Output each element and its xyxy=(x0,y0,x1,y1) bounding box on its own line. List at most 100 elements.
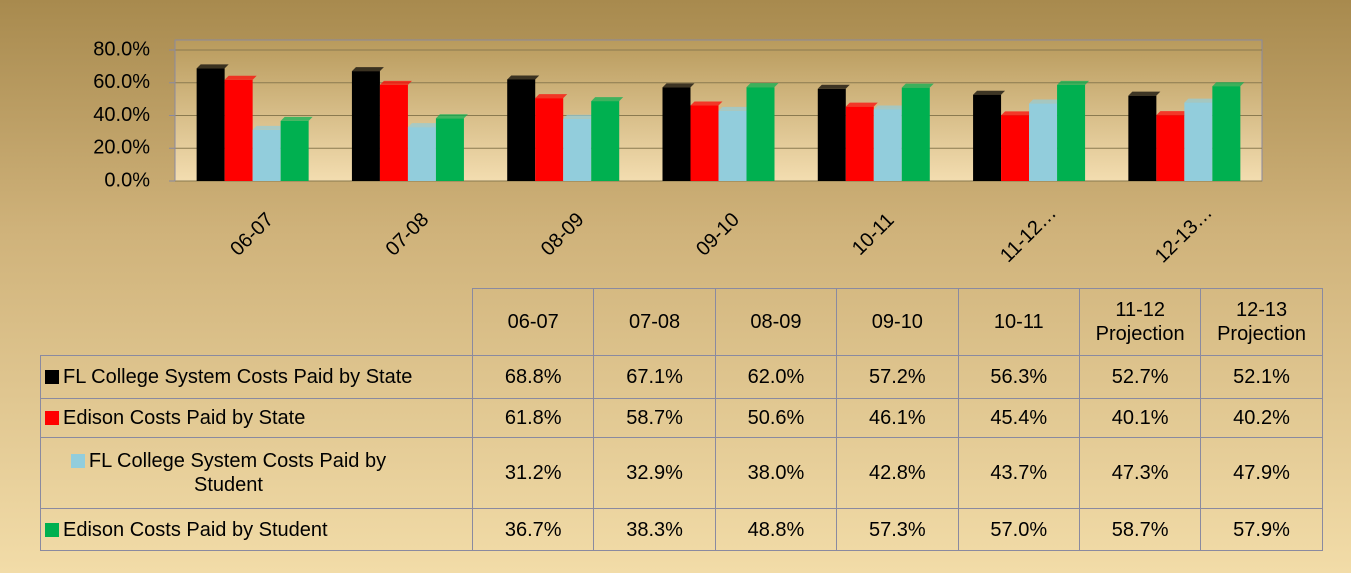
value-cell: 46.1% xyxy=(836,398,959,438)
bar xyxy=(591,101,620,181)
value-cell: 40.1% xyxy=(1078,398,1202,438)
bar xyxy=(1057,84,1086,181)
value-cell: 57.0% xyxy=(957,508,1080,551)
value-cell: 67.1% xyxy=(593,355,716,399)
value-cell: 61.8% xyxy=(471,398,595,438)
bar xyxy=(973,94,1002,181)
value-cell: 68.8% xyxy=(471,355,595,399)
bar-top xyxy=(196,64,229,69)
value-cell: 57.2% xyxy=(836,355,959,399)
bar xyxy=(1156,115,1185,181)
bar-top xyxy=(873,105,906,110)
bar-top xyxy=(1156,111,1189,116)
bar xyxy=(1212,86,1241,181)
bar xyxy=(435,118,464,181)
bar xyxy=(817,88,846,181)
bar xyxy=(662,87,691,181)
header-cell: 07-08 xyxy=(593,288,716,356)
value-cell: 62.0% xyxy=(714,355,838,399)
value-cell: 38.3% xyxy=(593,508,716,551)
bar-top xyxy=(973,90,1006,95)
bar-top xyxy=(718,106,751,111)
bar xyxy=(1029,103,1058,181)
bar-top xyxy=(535,94,568,99)
bar-top xyxy=(407,123,440,128)
header-cell: 09-10 xyxy=(836,288,959,356)
legend-label: FL College System Costs Paid by State xyxy=(63,366,413,388)
y-tick-label: 0.0% xyxy=(104,169,150,191)
bar xyxy=(280,120,309,181)
value-cell: 57.9% xyxy=(1200,508,1323,551)
bar xyxy=(690,105,719,181)
series-name-cell: FL College System Costs Paid by State xyxy=(40,355,473,399)
bar-top xyxy=(507,75,540,80)
bar-top xyxy=(252,125,285,130)
bar xyxy=(1001,115,1030,181)
x-tick-label: 09-10 xyxy=(692,209,744,261)
bar-top xyxy=(817,84,850,89)
legend-key xyxy=(45,522,59,537)
header-cell: 06-07 xyxy=(471,288,595,356)
header-cell: 10-11 xyxy=(957,288,1080,356)
x-tick-label: 08-09 xyxy=(537,209,589,261)
bar xyxy=(407,127,436,181)
header-row: 06-07 07-08 08-09 09-10 10-11 11-12 Projectio… xyxy=(41,288,1323,356)
x-tick-label: 10-11 xyxy=(848,209,899,260)
y-tick-label: 80.0% xyxy=(93,38,150,60)
value-cell: 48.8% xyxy=(714,508,838,551)
value-cell: 43.7% xyxy=(957,437,1080,509)
bar-top xyxy=(563,114,596,119)
value-cell: 52.1% xyxy=(1200,355,1323,399)
bar xyxy=(901,87,930,181)
series-name-cell: FL College System Costs Paid by Student xyxy=(40,437,473,509)
legend-label: Edison Costs Paid by State xyxy=(63,407,306,429)
legend-label: FL College System Costs Paid by Student xyxy=(88,450,387,496)
bar-top xyxy=(435,114,468,119)
legend-key xyxy=(45,411,59,425)
value-cell: 45.4% xyxy=(957,398,1080,438)
bar-top xyxy=(746,83,779,88)
header-cell: 11-12 Projection xyxy=(1078,288,1202,356)
bar-top xyxy=(690,101,723,106)
x-tick-label: 06-07 xyxy=(226,209,278,261)
blank-cell xyxy=(41,289,473,356)
bar xyxy=(1128,95,1157,181)
bar xyxy=(535,98,564,181)
series-name-cell: Edison Costs Paid by Student xyxy=(40,508,473,551)
value-cell: 36.7% xyxy=(471,508,595,551)
series-name-cell: Edison Costs Paid by State xyxy=(40,398,473,438)
value-cell: 58.7% xyxy=(1078,508,1202,551)
bar xyxy=(746,87,775,181)
bar xyxy=(845,106,874,181)
header-cell: 12-13 Projection xyxy=(1200,288,1323,356)
header-cell: 08-09 xyxy=(714,288,838,356)
bar-top xyxy=(280,116,313,121)
bar-top xyxy=(224,75,257,80)
bar-top xyxy=(1212,82,1245,87)
bar xyxy=(252,129,281,181)
bar-top xyxy=(662,83,695,88)
bar-top xyxy=(1128,91,1161,96)
bar-top xyxy=(845,102,878,107)
x-tick-label: 12-13… xyxy=(1151,202,1217,268)
value-cell: 47.3% xyxy=(1078,437,1202,509)
value-cell: 58.7% xyxy=(593,398,716,438)
data-table: 06-07 07-08 08-09 09-10 10-11 11-12 Projectio… xyxy=(40,288,1323,551)
value-cell: 32.9% xyxy=(593,437,716,509)
bar xyxy=(224,79,253,181)
bar xyxy=(1184,102,1213,181)
x-tick-label: 11-12… xyxy=(996,202,1061,267)
bar-top xyxy=(591,97,624,102)
value-cell: 42.8% xyxy=(836,437,959,509)
value-cell: 47.9% xyxy=(1200,437,1323,509)
bar xyxy=(873,109,902,181)
bar-top xyxy=(901,83,934,88)
value-cell: 50.6% xyxy=(714,398,838,438)
bar xyxy=(507,79,536,181)
data-row: Edison Costs Paid by Student 36.7% 38.3% 48… xyxy=(40,508,1323,551)
bar-top xyxy=(1184,98,1217,103)
bar xyxy=(351,71,380,181)
bar-top xyxy=(1029,99,1062,104)
x-tick-label: 07-08 xyxy=(382,209,434,261)
